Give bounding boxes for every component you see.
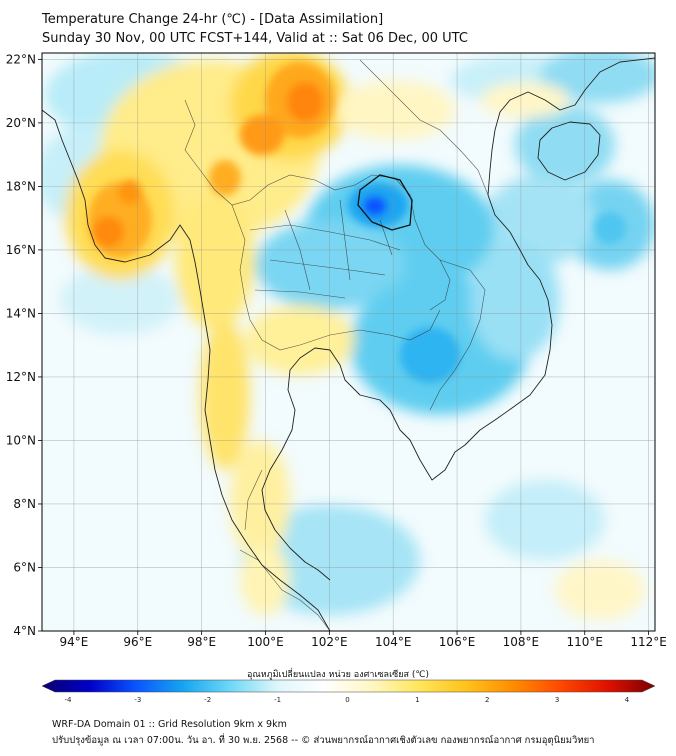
- lat-label: 16°N: [6, 243, 36, 257]
- lon-label: 110°E: [567, 635, 604, 649]
- cool-andaman-north: [60, 265, 180, 335]
- map-subtitle: Sunday 30 Nov, 00 UTC FCST+144, Valid at…: [42, 31, 468, 46]
- latitude-labels: 22°N 20°N 18°N 16°N 14°N 12°N 10°N 8°N 6°N 4°N: [6, 52, 42, 638]
- lat-label: 10°N: [6, 433, 36, 447]
- coastlines: [42, 57, 655, 631]
- malay-borders: [239, 469, 331, 631]
- lon-label: 108°E: [503, 635, 540, 649]
- colorbar-tick-label: -1: [274, 696, 281, 704]
- warm-myanmar-central: [175, 190, 255, 330]
- warm-central-thailand: [245, 305, 355, 375]
- colorbar-title: อุณหภูมิเปลี่ยนแปลง หน่วย องศาเซลเซียส (…: [246, 670, 430, 680]
- colorbar-ticks: -4 -3 -2 -1 0 1 2 3 4: [65, 696, 630, 704]
- lon-label: 98°E: [187, 635, 216, 649]
- lat-label: 20°N: [6, 116, 36, 130]
- cool-northeast-thailand: [255, 220, 405, 310]
- lon-label: 106°E: [439, 635, 476, 649]
- admin-borders: [184, 59, 489, 631]
- lon-label: 102°E: [311, 635, 348, 649]
- hainan-coastline: [537, 121, 601, 181]
- warm-peak-west-north: [118, 180, 142, 204]
- model-info: WRF-DA Domain 01 :: Grid Resolution 9km …: [52, 719, 287, 730]
- province-borders: [249, 199, 401, 299]
- lon-label: 94°E: [59, 635, 88, 649]
- colorbar-tick-label: 0: [345, 696, 349, 704]
- colorbar-tick-label: 3: [555, 696, 559, 704]
- warm-north-laos: [335, 80, 455, 140]
- laos-vietnam-border-north: [359, 59, 489, 196]
- cold-core-sea: [594, 212, 626, 244]
- thailand-laos-border: [184, 99, 451, 311]
- lat-label: 12°N: [6, 370, 36, 384]
- lon-label: 100°E: [247, 635, 284, 649]
- lat-label: 6°N: [13, 560, 36, 574]
- colorbar-tick-label: -2: [204, 696, 211, 704]
- warm-peak-west: [92, 216, 124, 248]
- thailand-south-border: [231, 204, 441, 351]
- temperature-field: [42, 53, 655, 631]
- colorbar-strip: [41, 679, 656, 693]
- cool-vietnam-central: [470, 240, 560, 360]
- cambodia-vietnam-border: [429, 259, 486, 411]
- warm-tonkin: [480, 82, 570, 118]
- colorbar-tick-label: -3: [134, 696, 141, 704]
- lat-label: 4°N: [13, 624, 36, 638]
- lat-label: 18°N: [6, 179, 36, 193]
- lat-label: 22°N: [6, 52, 36, 66]
- lon-label: 96°E: [123, 635, 152, 649]
- cool-south-china-coast: [540, 53, 655, 103]
- map-title: Temperature Change 24-hr (℃) - [Data Ass…: [42, 12, 384, 27]
- cold-peak-laos: [363, 196, 387, 216]
- lat-label: 14°N: [6, 306, 36, 320]
- longitude-labels: 94°E 96°E 98°E 100°E 102°E 104°E 106°E 108°E 110…: [59, 631, 667, 649]
- colorbar: -4 -3 -2 -1 0 1 2 3 4: [41, 679, 656, 704]
- update-credit: ปรับปรุงข้อมูล ณ เวลา 07:00น. วัน อา. ที…: [52, 735, 595, 746]
- colorbar-tick-label: 2: [485, 696, 489, 704]
- cold-core-cambodia: [400, 327, 460, 383]
- colorbar-tick-label: 1: [415, 696, 419, 704]
- cool-sea-southeast: [485, 480, 605, 560]
- warm-malay-north: [240, 545, 290, 615]
- warm-tenasserim: [200, 320, 250, 470]
- colorbar-tick-label: 4: [625, 696, 630, 704]
- colorbar-tick-label: -4: [65, 696, 73, 704]
- warm-sea-south: [555, 560, 645, 620]
- map-frame: [41, 52, 656, 632]
- lat-label: 8°N: [13, 497, 36, 511]
- lon-label: 112°E: [630, 635, 667, 649]
- warm-south-thailand: [230, 440, 290, 560]
- warm-peak-north: [287, 82, 323, 122]
- east-coastline: [261, 57, 655, 581]
- west-coastline: [42, 109, 331, 631]
- laos-highlight-border: [357, 174, 413, 231]
- warm-peak-shan: [209, 160, 241, 196]
- highlight-region: [357, 174, 413, 231]
- warm-peak-laos: [240, 115, 284, 155]
- lon-label: 104°E: [375, 635, 412, 649]
